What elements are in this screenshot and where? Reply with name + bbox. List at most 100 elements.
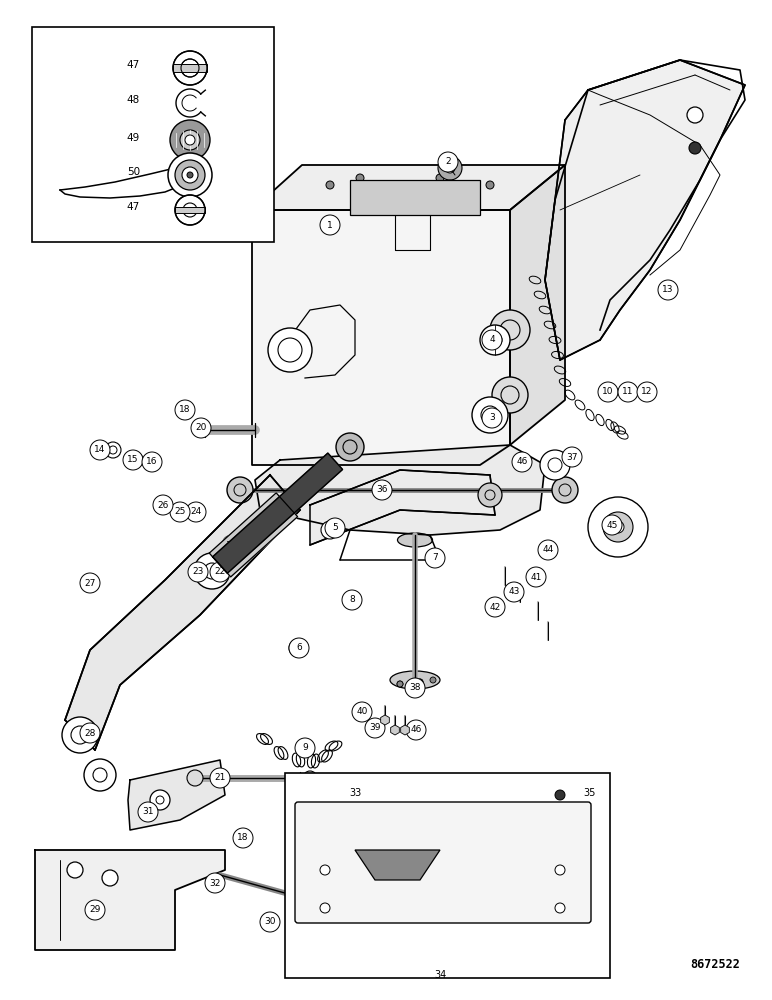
Text: 1: 1 [327, 221, 333, 230]
Text: 12: 12 [642, 387, 652, 396]
Text: 18: 18 [237, 834, 249, 842]
Circle shape [90, 440, 110, 460]
Circle shape [168, 153, 212, 197]
Text: 18: 18 [179, 406, 191, 414]
Text: 4: 4 [489, 336, 495, 344]
Text: 39: 39 [369, 724, 381, 732]
Text: 45: 45 [606, 520, 618, 530]
Circle shape [342, 590, 362, 610]
Bar [175, 207, 205, 213]
Text: 7: 7 [432, 554, 438, 562]
Circle shape [180, 130, 200, 150]
Polygon shape [252, 165, 565, 210]
Text: 8672522: 8672522 [690, 958, 740, 972]
Circle shape [552, 477, 578, 503]
Circle shape [482, 330, 502, 350]
Circle shape [210, 562, 230, 582]
Circle shape [127, 452, 143, 468]
Circle shape [67, 862, 83, 878]
Polygon shape [255, 445, 545, 535]
Circle shape [268, 328, 312, 372]
Text: 13: 13 [662, 286, 674, 294]
Text: 43: 43 [508, 587, 520, 596]
Circle shape [430, 677, 436, 683]
Circle shape [303, 771, 317, 785]
Text: 10: 10 [602, 387, 614, 396]
Polygon shape [128, 760, 225, 830]
Text: 47: 47 [127, 202, 140, 212]
Bar [32, 27, 274, 242]
Circle shape [417, 679, 423, 685]
Circle shape [356, 174, 364, 182]
Circle shape [289, 639, 307, 657]
Circle shape [80, 723, 100, 743]
Text: 32: 32 [209, 879, 221, 888]
Circle shape [482, 408, 502, 428]
Circle shape [486, 411, 494, 419]
Circle shape [538, 540, 558, 560]
Circle shape [397, 681, 403, 687]
Circle shape [170, 502, 190, 522]
Text: 11: 11 [622, 387, 634, 396]
Polygon shape [340, 930, 540, 960]
Text: 37: 37 [566, 452, 577, 462]
Text: 38: 38 [409, 684, 421, 692]
Circle shape [485, 597, 505, 617]
Text: 21: 21 [215, 774, 225, 782]
Text: 31: 31 [142, 808, 154, 816]
Text: 49: 49 [127, 133, 140, 143]
Circle shape [175, 195, 205, 225]
Text: 17: 17 [226, 540, 238, 550]
Circle shape [123, 450, 143, 470]
Circle shape [406, 720, 426, 740]
Circle shape [182, 167, 198, 183]
Circle shape [210, 768, 230, 788]
Text: 33: 33 [349, 788, 361, 798]
Circle shape [185, 135, 195, 145]
Text: 50: 50 [127, 167, 140, 177]
Text: 29: 29 [90, 906, 100, 914]
Circle shape [687, 107, 703, 123]
Circle shape [85, 900, 105, 920]
Circle shape [438, 156, 462, 180]
Text: 48: 48 [127, 95, 140, 105]
Circle shape [187, 172, 193, 178]
Text: 46: 46 [516, 458, 528, 466]
Text: 44: 44 [543, 546, 554, 554]
Polygon shape [355, 850, 440, 880]
Text: 22: 22 [215, 568, 225, 576]
Polygon shape [65, 475, 300, 750]
Circle shape [618, 382, 638, 402]
Circle shape [480, 325, 510, 355]
Circle shape [138, 802, 158, 822]
Circle shape [188, 562, 208, 582]
Circle shape [512, 452, 532, 472]
Circle shape [658, 280, 678, 300]
Circle shape [336, 433, 364, 461]
Circle shape [320, 215, 340, 235]
Text: 25: 25 [174, 508, 186, 516]
Circle shape [689, 142, 701, 154]
Circle shape [562, 447, 582, 467]
Bar [173, 64, 207, 72]
Text: 30: 30 [264, 918, 276, 926]
Circle shape [320, 903, 330, 913]
Circle shape [321, 521, 339, 539]
Polygon shape [310, 470, 495, 545]
Text: 27: 27 [84, 578, 96, 587]
Circle shape [372, 480, 392, 500]
Circle shape [295, 738, 315, 758]
Circle shape [102, 870, 118, 886]
Circle shape [445, 163, 455, 173]
Circle shape [405, 678, 425, 698]
Text: 24: 24 [191, 508, 201, 516]
Circle shape [187, 770, 203, 786]
Circle shape [486, 181, 494, 189]
Text: 2: 2 [445, 157, 451, 166]
Ellipse shape [390, 671, 440, 689]
Text: 14: 14 [94, 446, 106, 454]
Text: 34: 34 [434, 970, 446, 980]
Circle shape [436, 174, 444, 182]
Circle shape [417, 679, 423, 685]
Circle shape [637, 382, 657, 402]
